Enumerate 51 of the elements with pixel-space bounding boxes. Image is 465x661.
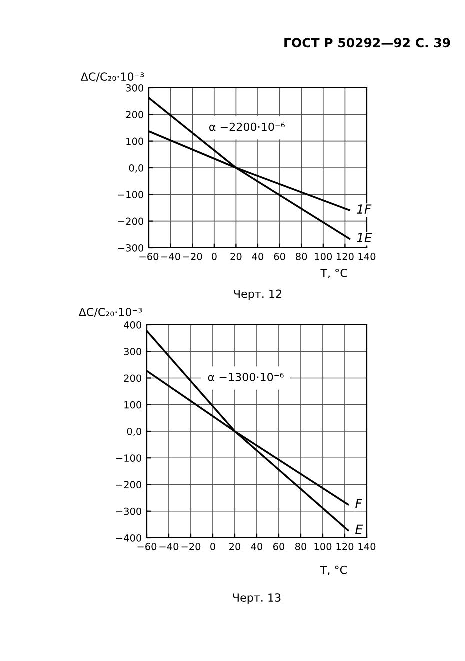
x-tick-label: 120 <box>336 543 354 550</box>
x-tick-label: −20 <box>183 253 202 260</box>
y-tick-label: −100 <box>116 454 142 462</box>
y-tick-label: 0,0 <box>129 164 144 173</box>
y-tick-label: −400 <box>116 534 142 542</box>
x-tick-label: 40 <box>252 253 264 260</box>
y-tick-label: −100 <box>118 191 144 198</box>
y-tick-label: 0,0 <box>127 428 142 436</box>
y-axis-title: ΔC/C₂₀·10⁻³ <box>80 72 144 82</box>
text: ГОСТ Р 50292—92 С. 39 <box>284 38 450 48</box>
x-tick-label: 0 <box>210 543 216 550</box>
y-tick-label: −300 <box>118 244 144 252</box>
series-label: 1E <box>357 233 372 242</box>
x-tick-label: 120 <box>336 253 354 260</box>
text: Черт. 12 <box>234 290 282 300</box>
series-label: F <box>356 499 363 508</box>
x-tick-label: 0 <box>212 253 217 260</box>
y-tick-label: 100 <box>126 138 144 146</box>
annotation: α −2200·10⁻⁶ <box>209 122 285 132</box>
y-tick-label: 200 <box>124 374 142 382</box>
x-tick-label: −40 <box>162 253 180 260</box>
series-label: 1F <box>357 204 372 214</box>
y-tick-label: 300 <box>126 84 144 92</box>
x-tick-label: 80 <box>295 543 307 550</box>
x-axis-title: T, °C <box>320 566 347 576</box>
x-tick-label: −20 <box>182 543 201 550</box>
x-tick-label: 140 <box>358 543 376 550</box>
y-axis-title: ΔC/C₂₀·10⁻³ <box>78 308 142 318</box>
x-tick-label: 20 <box>230 543 241 550</box>
y-tick-label: 100 <box>124 401 142 409</box>
annotation: α −1300·10⁻⁶ <box>208 373 284 382</box>
x-tick-label: −60 <box>140 253 159 260</box>
x-tick-label: 100 <box>315 253 332 260</box>
x-tick-label: −60 <box>138 543 157 550</box>
x-tick-label: 60 <box>273 543 285 550</box>
y-tick-label: −300 <box>116 508 142 516</box>
x-tick-label: 140 <box>358 253 376 260</box>
x-tick-label: 20 <box>230 253 242 260</box>
text: Черт. 13 <box>233 594 281 604</box>
x-tick-label: 60 <box>274 253 286 260</box>
x-tick-label: −40 <box>160 543 179 550</box>
y-tick-label: 300 <box>124 348 142 356</box>
y-tick-label: 400 <box>124 321 142 329</box>
x-tick-label: 40 <box>251 543 263 550</box>
x-tick-label: 80 <box>296 253 308 260</box>
y-tick-label: 200 <box>126 111 144 118</box>
series-label: E <box>356 524 364 534</box>
x-tick-label: 100 <box>314 543 332 550</box>
y-tick-label: −200 <box>116 481 142 489</box>
y-tick-label: −200 <box>118 218 144 226</box>
x-axis-title: T, °C <box>320 268 348 279</box>
